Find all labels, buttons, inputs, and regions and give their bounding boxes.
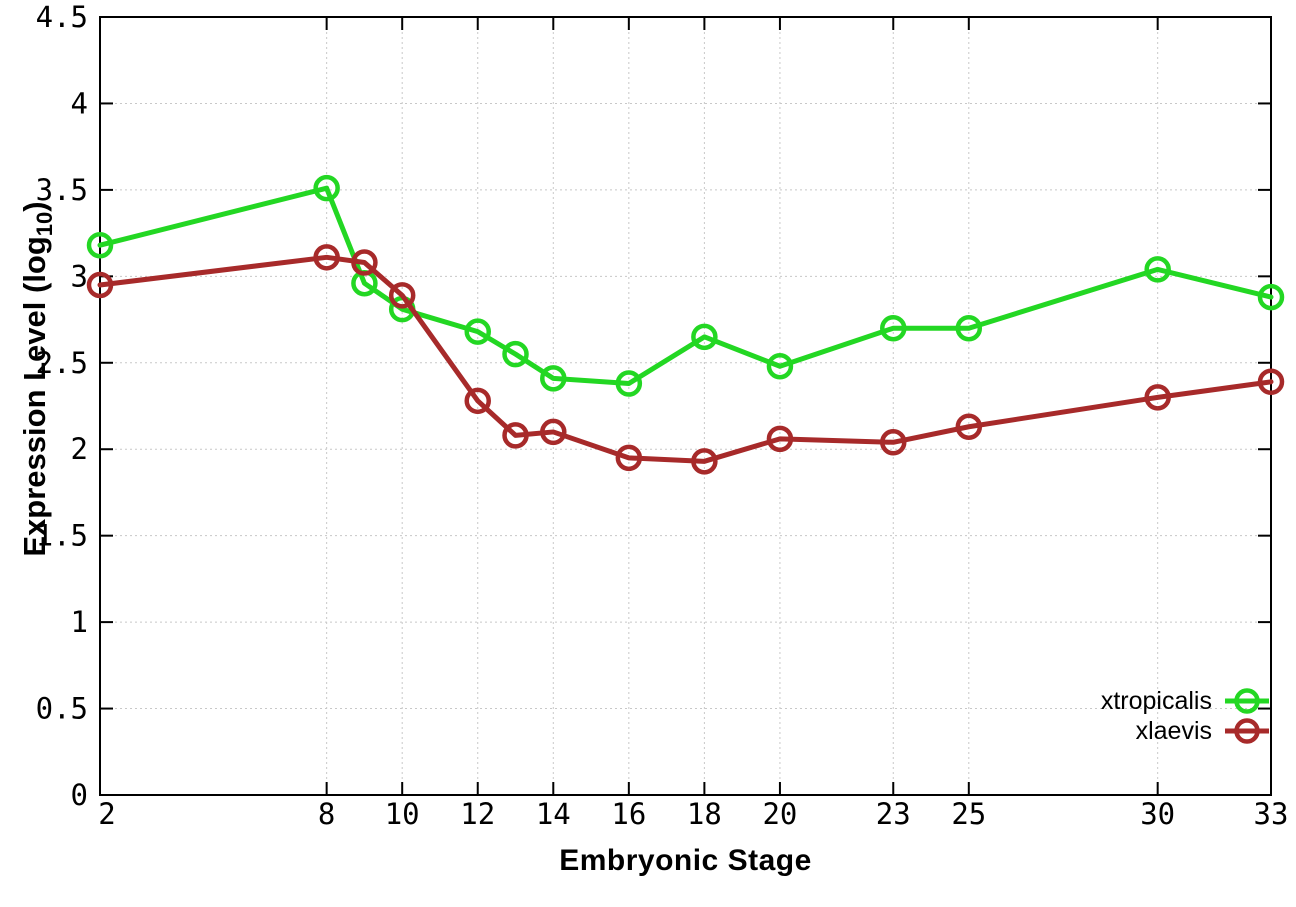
data-point-xlaevis (86, 271, 114, 299)
y-axis-title-close: ) (17, 201, 52, 212)
legend-item-xtropicalis: xtropicalis (1101, 686, 1272, 716)
x-axis-title: Embryonic Stage (559, 844, 812, 877)
data-point-xtropicalis (540, 365, 567, 392)
y-tick-label: 1 (71, 605, 88, 639)
data-point-xlaevis (880, 429, 907, 456)
data-point-xtropicalis (464, 318, 491, 345)
data-point-xlaevis (1144, 384, 1171, 411)
data-point-xlaevis (691, 448, 718, 475)
legend-label-xlaevis: xlaevis (1135, 717, 1212, 745)
y-tick-label: 0.5 (36, 692, 88, 726)
x-tick-label: 8 (318, 797, 335, 831)
data-point-xlaevis (1257, 368, 1285, 396)
y-tick-label: 1.5 (36, 519, 88, 553)
legend-label-xtropicalis: xtropicalis (1100, 687, 1212, 715)
y-axis-title-subscript: 10 (32, 211, 57, 237)
x-tick-label: 23 (876, 797, 911, 831)
data-point-xtropicalis (955, 314, 983, 342)
data-point-xlaevis (502, 422, 529, 449)
data-point-xtropicalis (1257, 283, 1285, 311)
x-tick-label: 25 (951, 797, 986, 831)
y-tick-label: 4.5 (36, 0, 88, 34)
plot-border (99, 16, 1272, 796)
legend-marker-icon (1225, 718, 1269, 744)
y-tick-label: 0 (71, 778, 88, 812)
x-tick-label: 18 (687, 797, 722, 831)
data-point-xlaevis (955, 413, 983, 440)
data-point-xlaevis (464, 387, 491, 415)
legend-item-xlaevis: xlaevis (1101, 716, 1272, 746)
x-tick-label: 10 (385, 797, 420, 831)
x-tick-label: 30 (1140, 797, 1175, 831)
data-point-xtropicalis (691, 323, 718, 351)
data-point-xlaevis (313, 244, 340, 271)
x-tick-label: 2 (98, 797, 115, 831)
x-tick-label: 20 (762, 797, 797, 831)
data-point-xtropicalis (615, 370, 643, 397)
data-point-xtropicalis (502, 340, 529, 368)
y-axis-title-main: Expression Level (log (17, 236, 52, 557)
y-tick-label: 2 (71, 432, 88, 466)
data-point-xtropicalis (766, 352, 794, 380)
legend-marker-icon (1225, 688, 1269, 714)
data-point-xtropicalis (313, 174, 340, 202)
x-tick-label: 12 (460, 797, 495, 831)
x-tick-label: 14 (536, 797, 571, 831)
data-point-xlaevis (540, 418, 567, 446)
y-tick-label: 4 (71, 86, 88, 120)
x-tick-label: 16 (611, 797, 646, 831)
data-point-xtropicalis (880, 314, 907, 342)
data-point-xtropicalis (1144, 256, 1171, 283)
x-tick-label: 33 (1254, 797, 1289, 831)
y-tick-label: 2.5 (36, 346, 88, 380)
data-point-xtropicalis (86, 231, 114, 259)
data-point-xlaevis (388, 282, 416, 309)
series-line-xtropicalis (97, 185, 1274, 387)
data-point-xlaevis (351, 249, 378, 276)
legend: xtropicalis xlaevis (1101, 686, 1272, 746)
y-tick-label: 3 (71, 259, 88, 293)
data-point-xlaevis (615, 444, 643, 472)
data-point-xlaevis (766, 425, 794, 453)
y-axis-title: Expression Level (log10) (17, 79, 59, 679)
y-tick-label: 3.5 (36, 173, 88, 207)
